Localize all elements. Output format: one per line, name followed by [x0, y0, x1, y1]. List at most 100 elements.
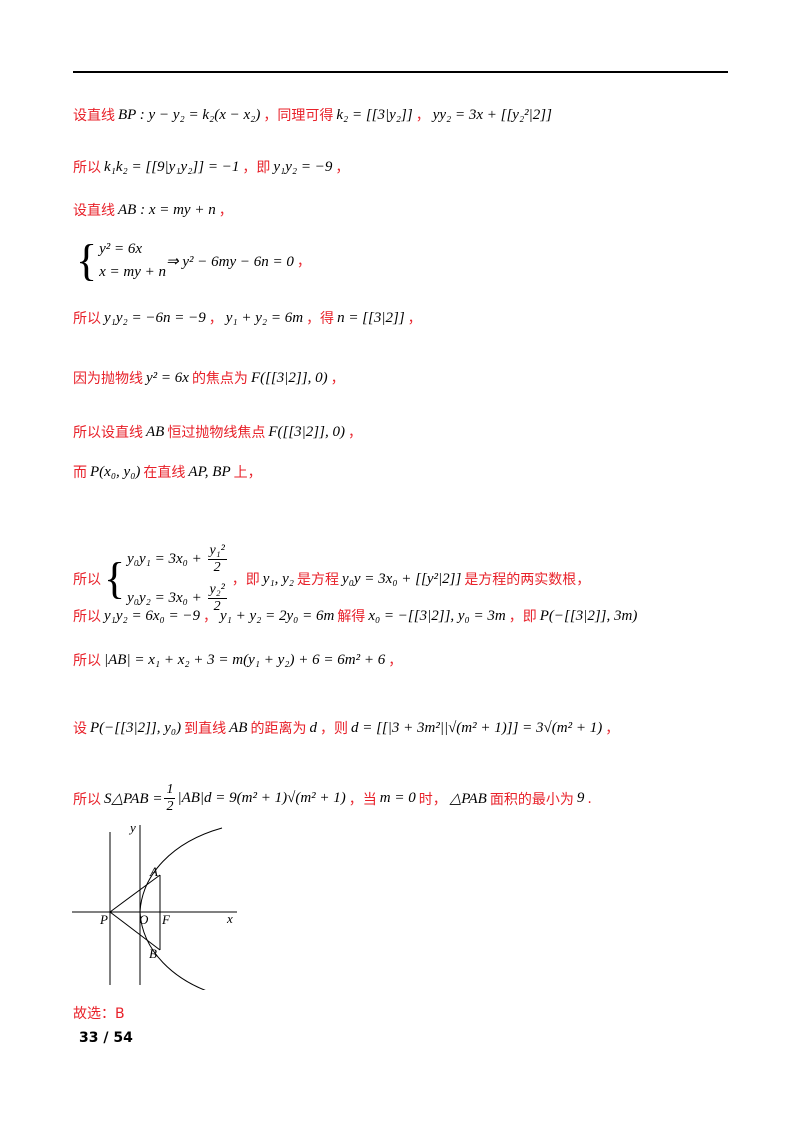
- text-run: 在直线: [143, 465, 186, 481]
- solution-line: 所以 |AB| = x₁ + x₂ + 3 = m(y₁ + y₂) + 6 = …: [73, 650, 402, 670]
- text-run: 是方程: [297, 572, 340, 588]
- equation-system: y₀y₁ = 3x₀ + y₁² 2 y₀y₂ = 3x₀ + y₂² 2: [127, 543, 227, 614]
- text-run: 解得: [337, 609, 366, 625]
- math-expression: y₀y = 3x₀ + [[y²|2]]: [342, 570, 462, 587]
- page-number: 33 / 54: [79, 1030, 133, 1046]
- text-run: ，: [335, 160, 350, 176]
- solution-line: 所以 y₁y₂ = 6x₀ = −9， y₁ + y₂ = 2y₀ = 6m 解得 x₀…: [73, 606, 640, 626]
- label-O: O: [139, 912, 149, 927]
- solution-line: 所以{y₀y₁ = 3x₀ + y₁² 2 y₀y₂ = 3x₀ + y₂² 2 ，即 y…: [73, 540, 590, 618]
- solution-line: 所以设直线 AB 恒过抛物线焦点 F([[3|2]], 0)，: [73, 422, 362, 442]
- text-run: ，: [296, 254, 311, 270]
- text-run: 所以: [73, 160, 101, 176]
- math-expression: P(−[[3|2]], y₀): [90, 719, 182, 736]
- text-run: 的距离为: [250, 721, 307, 737]
- text-run: 的焦点为: [191, 371, 248, 387]
- math-expression: yy₂ = 3x + [[y₂²|2]]: [432, 106, 552, 123]
- text-run: ，: [330, 371, 345, 387]
- answer-text: 故选：B: [73, 1006, 125, 1022]
- text-run: ，即: [242, 160, 271, 176]
- fraction: y₂² 2: [207, 582, 227, 614]
- math-expression: |AB| = x₁ + x₂ + 3 = m(y₁ + y₂) + 6 = 6m…: [104, 651, 386, 668]
- math-expression: y₁, y₂: [262, 570, 295, 587]
- math-expression: y² = 6x: [146, 369, 189, 386]
- text-run: ，: [415, 108, 430, 124]
- label-P: P: [99, 912, 108, 927]
- text-run: 设: [73, 721, 87, 737]
- text-run: 时，: [418, 791, 447, 808]
- text-run: ，: [202, 609, 217, 625]
- text-run: 是方程的两实数根，: [464, 572, 591, 588]
- text-run: 所以: [73, 653, 101, 669]
- label-B: B: [149, 946, 157, 961]
- math-expression: x₀ = −[[3|2]], y₀ = 3m: [368, 607, 506, 624]
- equation-system: y² = 6x x = my + n: [99, 241, 167, 280]
- text-run: ，则: [319, 721, 348, 737]
- text-run: ，: [388, 653, 403, 669]
- text-run: .: [587, 790, 592, 807]
- solution-line: 而 P(x₀, y₀) 在直线 AP, BP 上，: [73, 462, 262, 482]
- math-expression: P(x₀, y₀): [90, 463, 141, 480]
- math-expression: y₁y₂ = −9: [273, 158, 333, 175]
- solution-line: 设 P(−[[3|2]], y₀) 到直线 AB 的距离为 d ，则 d = [[|3 + 3…: [73, 718, 619, 738]
- label-y: y: [128, 820, 136, 835]
- solution-line: 所以 k₁k₂ = [[9|y₁y₂]] = −1 ，即 y₁y₂ = −9，: [73, 157, 349, 177]
- header-rule: [73, 71, 728, 73]
- text-run: 恒过抛物线焦点: [167, 425, 266, 441]
- math-expression: d = [[|3 + 3m²||√(m² + 1)]] = 3√(m² + 1): [350, 719, 603, 736]
- label-A: A: [149, 864, 158, 879]
- math-expression: F([[3|2]], 0): [250, 369, 328, 386]
- text-run: 所以: [73, 572, 101, 588]
- solution-line: {y² = 6x x = my + n ⇒ y² − 6my − 6n = 0，: [73, 238, 311, 284]
- text-run: 设直线: [73, 203, 115, 219]
- math-expression: n = [[3|2]]: [337, 309, 405, 326]
- parabola-curve: [139, 827, 223, 990]
- math-expression: BP : y − y₂ = k₂(x − x₂): [118, 106, 261, 123]
- label-F: F: [161, 912, 171, 927]
- text-run: ，: [208, 311, 223, 327]
- math-expression: △PAB: [449, 791, 487, 807]
- text-run: ，: [218, 203, 233, 219]
- text-run: ，: [407, 311, 422, 327]
- math-expression: AP, BP: [188, 463, 231, 480]
- text-run: 所以: [73, 791, 101, 808]
- text-run: ，: [347, 425, 362, 441]
- math-expression: y₁ + y₂ = 6m: [225, 309, 304, 326]
- math-expression: AB : x = my + n: [118, 201, 216, 218]
- text-run: ，: [605, 721, 620, 737]
- text-run: ，即: [231, 572, 260, 588]
- text-run: 上，: [233, 465, 262, 481]
- text-run: 到直线: [184, 721, 227, 737]
- solution-line: 设直线 BP : y − y₂ = k₂(x − x₂) ，同理可得 k₂ = [[3…: [73, 105, 555, 125]
- math-expression: k₂ = [[3|y₂]]: [336, 106, 413, 123]
- text-run: 而: [73, 465, 87, 481]
- solution-line: 设直线 AB : x = my + n，: [73, 200, 233, 220]
- solution-line: 所以 y₁y₂ = −6n = −9， y₁ + y₂ = 6m ，得 n = [[3|…: [73, 308, 422, 328]
- math-expression: S△PAB = 1 2 |AB|d = 9(m² + 1)√(m² + 1): [104, 782, 346, 814]
- text-run: 所以: [73, 311, 101, 327]
- math-expression: k₁k₂ = [[9|y₁y₂]] = −1: [104, 158, 240, 175]
- math-expression: y₁y₂ = −6n = −9: [104, 309, 206, 326]
- math-expression: AB: [146, 423, 165, 440]
- text-run: 设直线: [73, 108, 115, 124]
- text-run: ，当: [348, 791, 377, 808]
- math-expression: m = 0: [379, 790, 416, 806]
- text-run: ，即: [508, 609, 537, 625]
- math-expression: AB: [229, 719, 248, 736]
- math-expression: d: [309, 719, 317, 736]
- text-run: ，同理可得: [263, 108, 334, 124]
- fraction: y₁² 2: [207, 543, 227, 575]
- line-PB: [109, 911, 161, 951]
- text-run: 面积的最小为: [489, 791, 574, 808]
- math-expression: P(−[[3|2]], 3m): [539, 607, 638, 624]
- math-expression: y₁y₂ = 6x₀ = −9: [104, 607, 200, 624]
- solution-line: 因为抛物线 y² = 6x 的焦点为 F([[3|2]], 0)，: [73, 368, 345, 388]
- text-run: 所以设直线: [73, 425, 143, 441]
- line-PA: [109, 874, 161, 913]
- solution-line: 所以 S△PAB = 1 2 |AB|d = 9(m² + 1)√(m² + 1) ，当…: [73, 782, 592, 815]
- math-expression: {y² = 6x x = my + n ⇒ y² − 6my − 6n = 0: [76, 236, 294, 285]
- label-x: x: [226, 911, 233, 926]
- math-expression: F([[3|2]], 0): [268, 423, 345, 440]
